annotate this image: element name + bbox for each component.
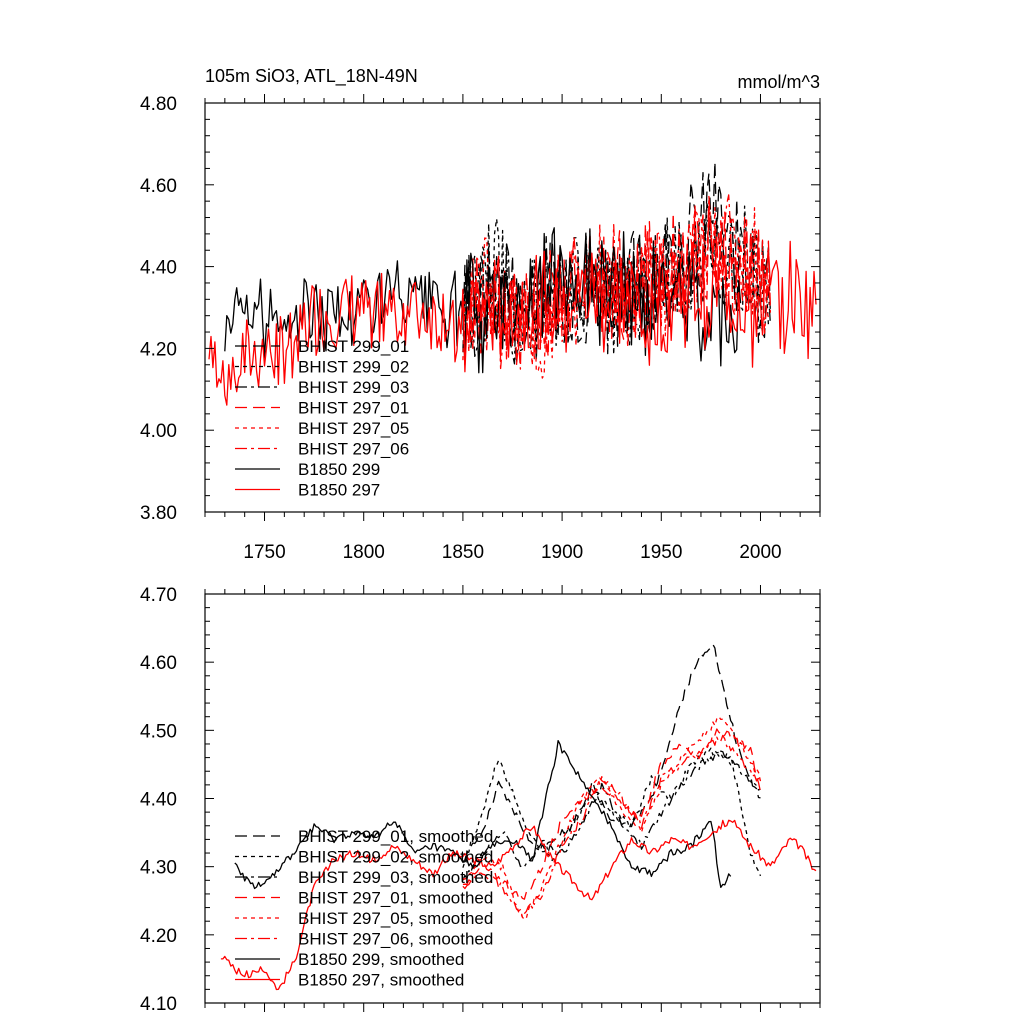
x-tick-label: 1850 <box>442 542 484 563</box>
top-panel: 105m SiO3, ATL_18N-49N mmol/m^3 BHIST 29… <box>140 66 821 563</box>
y-tick-label: 4.00 <box>140 421 177 442</box>
legend-label: BHIST 297_01, smoothed <box>298 889 493 908</box>
y-tick-label: 4.20 <box>140 926 177 947</box>
legend-label: BHIST 299_01, smoothed <box>298 827 493 846</box>
legend-label: BHIST 299_02 <box>298 358 409 377</box>
series-line-bhist-297-01-smoothed <box>462 728 762 900</box>
series-line-bhist-297-06-smoothed <box>462 734 762 918</box>
bottom-panel: BHIST 299_01, smoothed BHIST 299_02, smoo… <box>140 585 821 1015</box>
series-line-bhist-299-01-smoothed <box>462 643 761 863</box>
x-tick-label: 1950 <box>640 542 682 563</box>
x-tick-label: 2000 <box>739 542 781 563</box>
x-tick-label: 1900 <box>541 542 583 563</box>
legend-label: BHIST 299_01 <box>298 337 409 356</box>
chart-title: 105m SiO3, ATL_18N-49N <box>205 66 418 87</box>
plot-frame <box>204 102 821 513</box>
y-tick-label: 4.80 <box>140 94 177 115</box>
x-tick-label: 1800 <box>343 542 385 563</box>
legend-label: BHIST 297_06, smoothed <box>298 930 493 949</box>
series-line-bhist-297-05-smoothed <box>462 715 762 921</box>
top-axes: 3.80 4.00 4.20 4.40 4.60 4.80 1750 1800 1850 1900… <box>140 94 821 563</box>
series-line-b1850-299-smoothed <box>234 739 732 890</box>
legend-label: BHIST 297_01 <box>298 399 409 418</box>
series-line-bhist-299-03-smoothed <box>462 750 761 881</box>
bottom-axes: 4.10 4.20 4.30 4.40 4.50 4.60 4.70 <box>140 585 821 1015</box>
series-line-bhist-297-05 <box>462 199 771 379</box>
series-line-bhist-297-06 <box>462 194 772 370</box>
y-tick-label: 4.30 <box>140 858 177 879</box>
legend-label: B1850 297, smoothed <box>298 971 464 990</box>
legend-label: B1850 299, smoothed <box>298 950 464 969</box>
legend-label: BHIST 297_05, smoothed <box>298 909 493 928</box>
legend-label: BHIST 299_02, smoothed <box>298 848 493 867</box>
y-tick-label: 4.60 <box>140 176 177 197</box>
bottom-legend: BHIST 299_01, smoothed BHIST 299_02, smoo… <box>235 827 493 990</box>
y-tick-label: 4.50 <box>140 721 177 742</box>
units-label: mmol/m^3 <box>738 72 820 92</box>
y-tick-label: 3.80 <box>140 503 177 524</box>
legend-label: BHIST 299_03, smoothed <box>298 868 493 887</box>
series-line-b1850-299 <box>224 227 742 374</box>
y-tick-label: 4.70 <box>140 585 177 606</box>
series-line-b1850-297-smoothed <box>220 819 817 991</box>
top-series-group <box>208 161 817 406</box>
y-tick-label: 4.10 <box>140 994 177 1015</box>
bottom-series-group <box>220 643 817 991</box>
y-tick-label: 4.40 <box>140 258 177 279</box>
legend-label: B1850 299 <box>298 460 380 479</box>
legend-label: BHIST 297_06 <box>298 440 409 459</box>
legend-label: BHIST 299_03 <box>298 378 409 397</box>
x-tick-label: 1750 <box>243 542 285 563</box>
y-tick-label: 4.60 <box>140 653 177 674</box>
y-tick-label: 4.20 <box>140 339 177 360</box>
legend-label: B1850 297 <box>298 481 380 500</box>
y-tick-label: 4.40 <box>140 790 177 811</box>
legend-label: BHIST 297_05 <box>298 419 409 438</box>
series-line-b1850-297 <box>208 240 817 406</box>
series-line-bhist-299-02-smoothed <box>462 747 762 877</box>
